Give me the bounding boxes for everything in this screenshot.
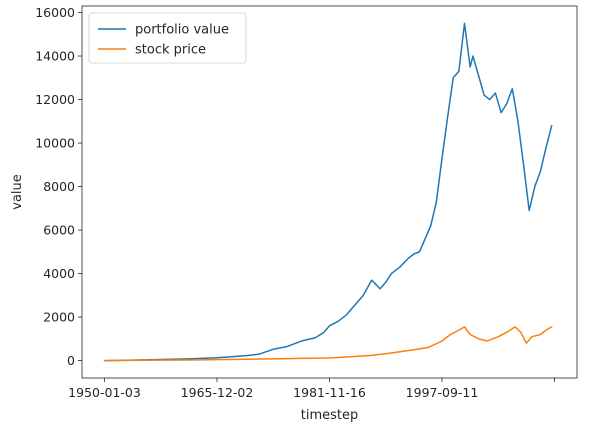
y-axis: 0 2000 4000 6000 8000 10000 12000 14000 16000 xyxy=(35,5,82,368)
plot-frame xyxy=(81,5,578,379)
series-lines xyxy=(103,22,553,362)
series-line-stock-price xyxy=(103,326,553,362)
legend-label-stock-price: stock price xyxy=(135,43,206,58)
x-axis-label: timestep xyxy=(301,408,359,423)
x-axis: 1950-01-03 1965-12-02 1981-11-16 1997-09-11 xyxy=(68,378,555,400)
y-tick-label: 2000 xyxy=(43,310,75,325)
y-tick-label: 6000 xyxy=(43,223,75,238)
y-tick-label: 16000 xyxy=(35,5,75,20)
series-line-portfolio-value xyxy=(103,22,553,362)
y-tick-label: 10000 xyxy=(35,136,75,151)
x-tick-label: 1997-09-11 xyxy=(406,385,479,400)
y-tick-label: 4000 xyxy=(43,266,75,281)
y-axis-label: value xyxy=(10,174,25,210)
x-tick-label: 1965-12-02 xyxy=(181,385,254,400)
x-tick-label: 1950-01-03 xyxy=(68,385,141,400)
y-tick-label: 14000 xyxy=(35,49,75,64)
y-tick-label: 12000 xyxy=(35,92,75,107)
x-tick-label: 1981-11-16 xyxy=(293,385,366,400)
legend-box xyxy=(88,12,247,64)
y-tick-label: 0 xyxy=(67,353,75,368)
legend: portfolio value stock price xyxy=(88,12,247,64)
legend-label-portfolio-value: portfolio value xyxy=(135,23,229,38)
plot-area xyxy=(82,6,577,378)
y-tick-label: 8000 xyxy=(43,179,75,194)
